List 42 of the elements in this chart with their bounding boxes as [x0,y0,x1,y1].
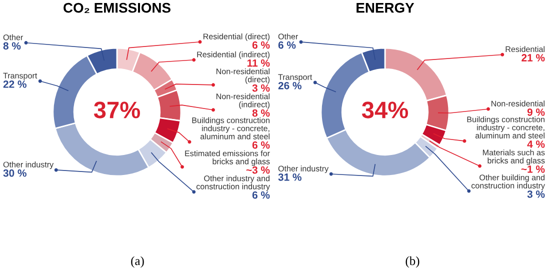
slice-label: Materials such as bricks and glass [482,149,545,166]
data-label: 3 % [252,84,270,92]
data-label: 6 % [252,191,270,199]
data-label: 4 % [527,140,545,148]
data-label: ~1 % [521,165,545,173]
slice-label: Buildings construction industry - concrete, aluminum and steel [467,116,544,138]
slice-label: Residential (direct) [204,33,270,41]
text: (b) [406,256,420,268]
slice-label: Non-residential (direct) [216,68,270,84]
slice-label: Other industry [3,161,54,169]
data-label: 6 % [252,141,270,149]
slice-label: Transport [278,74,312,82]
data-label: 6 % [252,41,270,49]
slice-label: Estimated emissions for bricks and glass [185,150,270,166]
chart-title: CO₂ EMISSIONS [64,2,170,14]
slice-label: Other building and construction industry [471,174,545,190]
slice-label: Other [278,33,298,40]
slice-label: Buildings construction industry - concrete, aluminum and steel [192,117,270,140]
data-label: 21 % [522,54,545,62]
data-label: 31 % [278,173,302,181]
data-label: 6 % [278,41,296,49]
slice-label: Non-residential [491,100,544,106]
slice-label: Transport [3,72,38,80]
text: 37% [94,102,140,118]
text: 34% [362,102,408,118]
slice-label: Residential [506,46,544,52]
slice-label: Other [3,34,24,40]
slice-label: Other industry [278,166,329,174]
slice-label: Non-residential (indirect) [216,93,270,109]
slice-label: Other industry and construction industry [196,175,270,191]
data-label: 8 % [252,109,270,117]
text: (a) [131,256,144,268]
data-label: ~3 % [246,166,270,174]
data-label: 26 % [278,82,302,90]
data-label: 8 % [3,42,21,50]
chart-title: ENERGY [356,2,414,13]
data-label: 30 % [3,169,26,177]
data-label: 9 % [527,108,545,116]
data-label: 3 % [527,190,545,198]
slice-label: Residential (indirect) [197,51,270,59]
data-label: 11 % [247,59,270,67]
data-label: 22 % [3,80,26,88]
